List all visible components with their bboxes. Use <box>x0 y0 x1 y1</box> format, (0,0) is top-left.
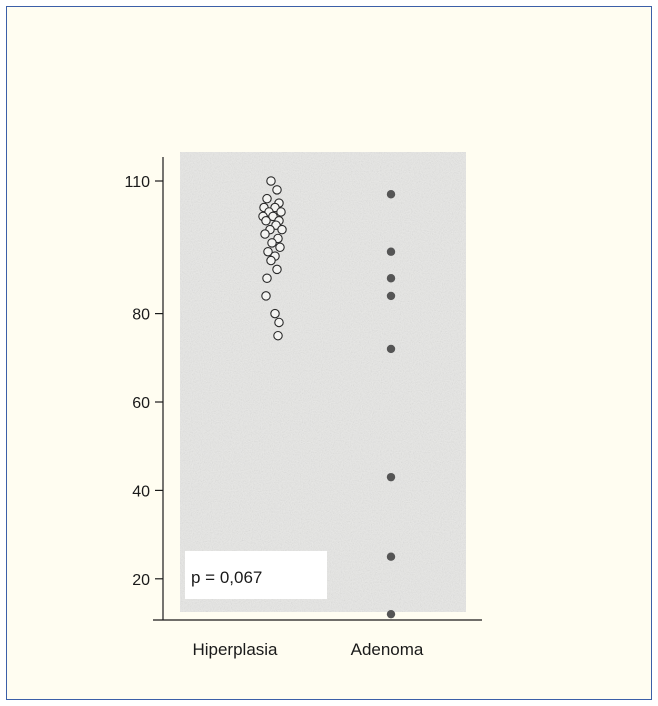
point-hiperplasia <box>276 207 286 217</box>
figure-frame: 20 40 60 80 110 Hiperplasia Adenoma p = 0,067 <box>6 6 652 700</box>
point-hiperplasia <box>277 224 287 235</box>
point-adenoma <box>386 274 396 283</box>
point-hiperplasia <box>261 216 271 226</box>
point-hiperplasia <box>266 255 276 266</box>
point-adenoma <box>386 472 396 482</box>
plot-area <box>180 152 466 612</box>
point-hiperplasia <box>266 176 276 186</box>
point-hiperplasia <box>267 238 277 248</box>
y-tick-label-40: 40 <box>132 483 150 500</box>
point-adenoma <box>386 609 396 619</box>
point-adenoma <box>386 344 396 354</box>
point-hiperplasia <box>263 246 273 257</box>
y-tick-label-20: 20 <box>132 572 150 589</box>
x-category-label-adenoma: Adenoma <box>351 640 424 659</box>
point-hiperplasia <box>272 185 282 195</box>
y-tick-label-60: 60 <box>132 395 150 412</box>
point-hiperplasia <box>260 229 270 239</box>
p-value-box <box>185 551 327 599</box>
p-value-label: p = 0,067 <box>191 568 262 587</box>
markers <box>258 176 396 619</box>
point-adenoma <box>386 190 396 199</box>
point-adenoma <box>386 291 396 301</box>
point-hiperplasia <box>272 264 282 275</box>
axes <box>153 157 482 621</box>
point-hiperplasia <box>273 330 283 341</box>
labels: 20 40 60 80 110 Hiperplasia Adenoma p = 0,067 <box>124 174 423 659</box>
x-category-label-hiperplasia: Hiperplasia <box>192 640 278 659</box>
point-hiperplasia <box>261 291 271 301</box>
point-adenoma <box>386 552 396 561</box>
point-hiperplasia <box>274 317 284 328</box>
point-hiperplasia <box>262 273 272 283</box>
y-tick-label-80: 80 <box>132 307 150 324</box>
point-hiperplasia <box>262 193 272 204</box>
point-hiperplasia <box>275 242 285 253</box>
point-hiperplasia <box>270 308 280 319</box>
point-adenoma <box>386 247 396 256</box>
y-tick-label-110: 110 <box>124 174 150 191</box>
plot-texture <box>180 152 466 612</box>
dot-plot-chart: 20 40 60 80 110 Hiperplasia Adenoma p = 0,067 <box>124 152 482 659</box>
